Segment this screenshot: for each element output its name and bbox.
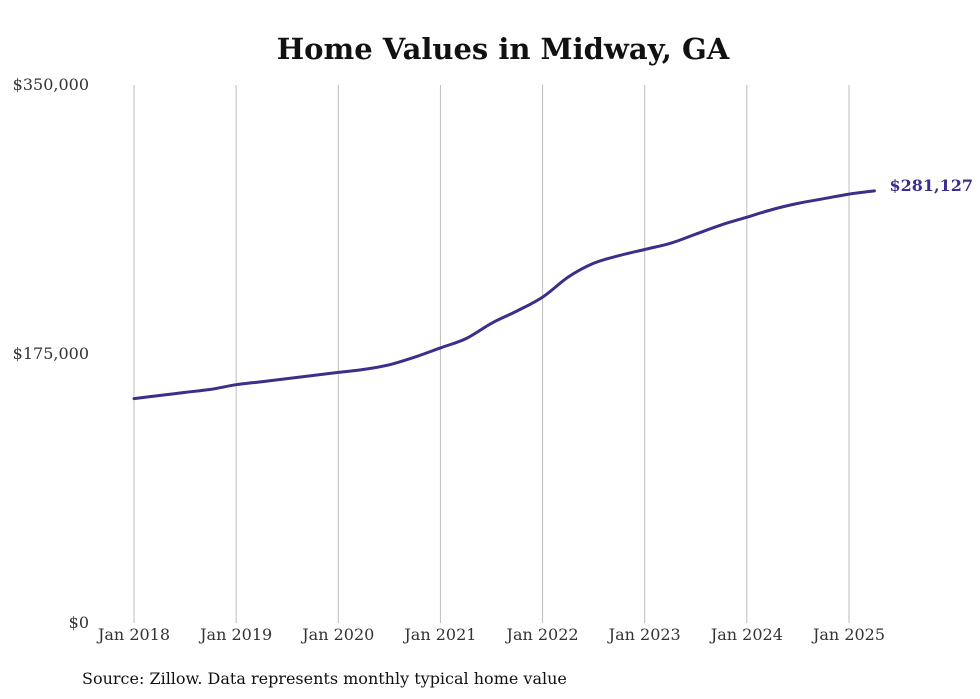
y-tick-label: $350,000 [13,75,89,94]
x-tick-label: Jan 2024 [709,625,783,644]
x-tick-label: Jan 2020 [300,625,374,644]
chart-title: Home Values in Midway, GA [277,32,730,66]
x-tick-label: Jan 2019 [198,625,272,644]
x-tick-label: Jan 2022 [505,625,579,644]
x-tick-label: Jan 2021 [402,625,476,644]
y-tick-label: $0 [69,613,89,632]
x-tick-label: Jan 2018 [96,625,170,644]
x-tick-label: Jan 2025 [811,625,885,644]
series-line [132,189,876,401]
end-value-label: $281,127 [890,176,974,195]
grid-lines [133,85,850,623]
source-note: Source: Zillow. Data represents monthly … [82,669,567,688]
x-tick-label: Jan 2023 [607,625,681,644]
x-axis-ticks: Jan 2018 Jan 2019 Jan 2020 Jan 2021 Jan 2022… [96,625,885,644]
series-layer [132,189,876,401]
y-tick-label: $175,000 [13,344,89,363]
y-axis-ticks: $0 $175,000 $350,000 [13,75,89,632]
